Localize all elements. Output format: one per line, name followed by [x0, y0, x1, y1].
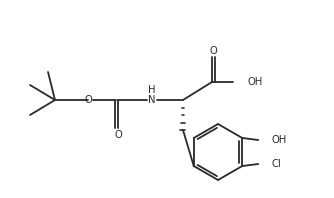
Text: H: H — [148, 85, 156, 95]
Text: OH: OH — [248, 77, 263, 87]
Text: O: O — [209, 46, 217, 56]
Text: OH: OH — [271, 135, 287, 145]
Text: N: N — [148, 95, 156, 105]
Text: O: O — [114, 130, 122, 140]
Text: Cl: Cl — [271, 159, 281, 169]
Text: O: O — [84, 95, 92, 105]
